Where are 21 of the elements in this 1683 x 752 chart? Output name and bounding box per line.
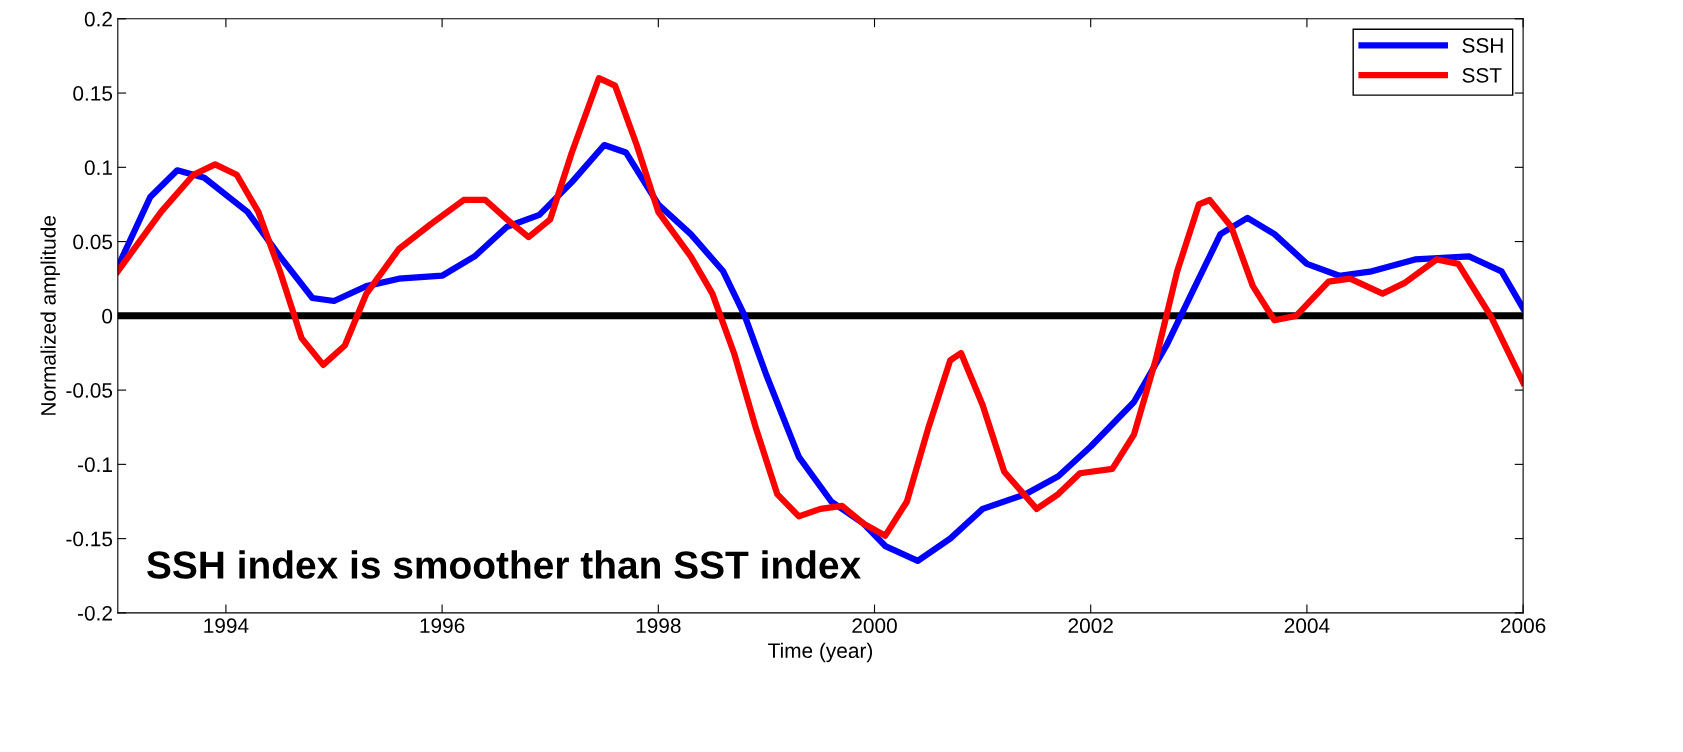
annotation: SSH index is smoother than SST index (147, 550, 861, 579)
x-tick-label: 2002 (1068, 618, 1113, 634)
x-tick-label: 2006 (1500, 618, 1546, 634)
y-tick-label: -0.2 (77, 605, 112, 621)
x-tick-label: 1998 (636, 618, 681, 634)
y-axis-title: Normalized amplitude (40, 216, 60, 415)
x-tick-label: 1994 (204, 618, 249, 634)
y-tick-label: 0 (102, 308, 113, 324)
y-tick-label: 0.05 (73, 234, 113, 250)
y-tick-label: 0.1 (84, 160, 112, 176)
y-tick-label: -0.05 (66, 383, 113, 398)
y-tick-label: 0.15 (73, 86, 113, 101)
legend-label: SSH (1462, 38, 1503, 53)
y-tick-label: -0.15 (66, 531, 113, 547)
x-tick-label: 1996 (420, 618, 465, 634)
y-tick-label: -0.1 (77, 457, 112, 473)
y-tick-label: 0.2 (84, 11, 112, 27)
legend-label: SST (1462, 67, 1502, 83)
x-tick-label: 2004 (1284, 618, 1330, 634)
x-axis-title: Time (year) (768, 642, 873, 663)
x-tick-label: 2000 (852, 618, 897, 634)
